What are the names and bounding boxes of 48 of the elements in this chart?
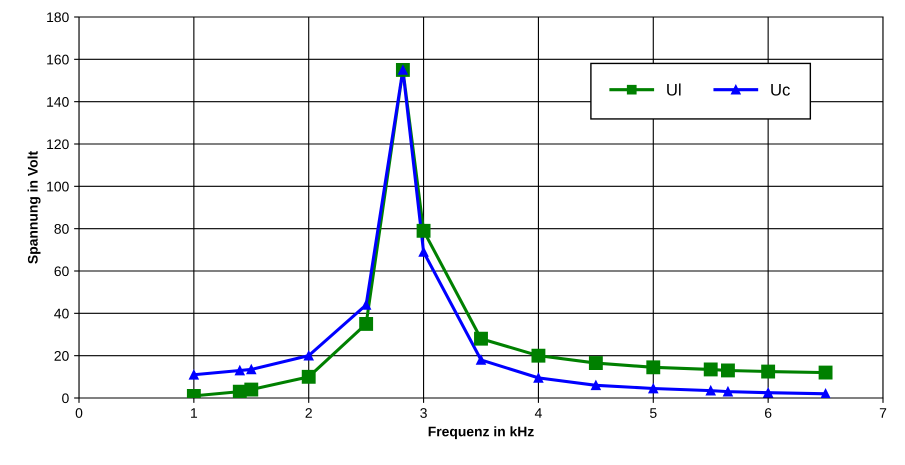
- x-tick-label: 4: [534, 408, 542, 418]
- point: [706, 386, 716, 396]
- y-tick-label: 40: [54, 308, 69, 319]
- point: [476, 355, 486, 365]
- x-tick-label: 3: [420, 408, 427, 418]
- point: [302, 370, 316, 384]
- point: [416, 224, 431, 238]
- legend-label: Uc: [771, 84, 790, 96]
- point: [818, 366, 833, 380]
- point: [820, 388, 830, 398]
- y-tick-label: 20: [54, 351, 69, 361]
- point: [244, 382, 258, 396]
- x-tick-label: 5: [650, 408, 657, 418]
- x-tick-label: 7: [880, 408, 886, 418]
- y-axis-title: Spannung in Volt: [28, 151, 41, 264]
- point: [474, 332, 488, 346]
- y-tick-label: 160: [47, 54, 69, 65]
- y-tick-label: 100: [47, 182, 69, 192]
- point: [721, 364, 735, 378]
- x-tick-label: 0: [76, 408, 82, 418]
- point: [234, 366, 245, 376]
- point: [590, 380, 601, 390]
- point: [188, 370, 199, 380]
- x-axis-title: Frequenz in kHz: [428, 426, 534, 440]
- y-tick-label: 120: [47, 139, 69, 150]
- point: [646, 360, 660, 374]
- point: [246, 364, 256, 374]
- y-tick-label: 180: [47, 12, 69, 22]
- y-tick-label: 0: [62, 393, 69, 404]
- point: [534, 373, 544, 383]
- point: [361, 300, 372, 310]
- point: [761, 364, 776, 378]
- point: [648, 384, 658, 394]
- point: [304, 350, 314, 361]
- point: [418, 247, 428, 257]
- y-tick-label: 80: [54, 224, 69, 234]
- x-tick-label: 1: [191, 408, 198, 418]
- x-tick-label: 2: [306, 408, 312, 418]
- point: [359, 316, 374, 331]
- point: [723, 386, 733, 397]
- point: [763, 388, 774, 398]
- y-tick-label: 140: [47, 97, 69, 107]
- legend-label: Ul: [667, 83, 681, 96]
- point: [704, 362, 718, 376]
- y-tick-label: 60: [54, 266, 69, 276]
- x-tick-label: 6: [764, 408, 772, 418]
- point: [588, 356, 603, 370]
- point: [531, 348, 546, 363]
